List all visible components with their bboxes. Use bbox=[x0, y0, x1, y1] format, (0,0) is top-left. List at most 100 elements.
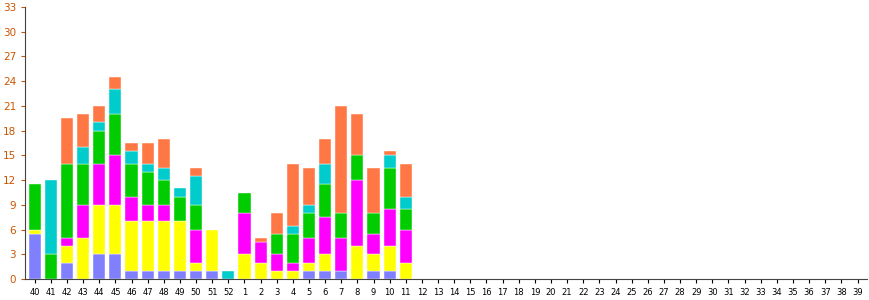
Bar bbox=[302, 213, 315, 238]
Bar bbox=[61, 238, 73, 246]
Bar bbox=[351, 246, 363, 279]
Bar bbox=[93, 130, 105, 164]
Bar bbox=[61, 164, 73, 238]
Bar bbox=[174, 188, 186, 196]
Bar bbox=[142, 221, 154, 271]
Bar bbox=[109, 114, 122, 155]
Bar bbox=[287, 271, 299, 279]
Bar bbox=[335, 213, 347, 238]
Bar bbox=[255, 238, 266, 242]
Bar bbox=[125, 143, 137, 151]
Bar bbox=[383, 168, 395, 209]
Bar bbox=[174, 196, 186, 221]
Bar bbox=[61, 118, 73, 164]
Bar bbox=[77, 147, 90, 164]
Bar bbox=[255, 263, 266, 279]
Bar bbox=[351, 180, 363, 246]
Bar bbox=[77, 164, 90, 205]
Bar bbox=[93, 205, 105, 254]
Bar bbox=[93, 164, 105, 205]
Bar bbox=[383, 246, 395, 271]
Bar bbox=[125, 196, 137, 221]
Bar bbox=[335, 238, 347, 271]
Bar bbox=[255, 242, 266, 263]
Bar bbox=[189, 230, 202, 263]
Bar bbox=[383, 151, 395, 155]
Bar bbox=[287, 234, 299, 263]
Bar bbox=[383, 155, 395, 168]
Bar bbox=[125, 271, 137, 279]
Bar bbox=[142, 172, 154, 205]
Bar bbox=[319, 164, 331, 184]
Bar bbox=[125, 151, 137, 164]
Bar bbox=[399, 164, 411, 196]
Bar bbox=[319, 254, 331, 271]
Bar bbox=[270, 271, 282, 279]
Bar bbox=[302, 263, 315, 271]
Bar bbox=[77, 238, 90, 279]
Bar bbox=[93, 122, 105, 130]
Bar bbox=[189, 263, 202, 271]
Bar bbox=[367, 213, 379, 234]
Bar bbox=[77, 205, 90, 238]
Bar bbox=[287, 263, 299, 271]
Bar bbox=[367, 234, 379, 254]
Bar bbox=[174, 221, 186, 271]
Bar bbox=[45, 254, 56, 279]
Bar bbox=[157, 180, 169, 205]
Bar bbox=[383, 271, 395, 279]
Bar bbox=[399, 263, 411, 279]
Bar bbox=[270, 254, 282, 271]
Bar bbox=[125, 164, 137, 196]
Bar bbox=[157, 168, 169, 180]
Bar bbox=[157, 139, 169, 168]
Bar bbox=[61, 263, 73, 279]
Bar bbox=[142, 164, 154, 172]
Bar bbox=[238, 193, 250, 213]
Bar bbox=[189, 168, 202, 176]
Bar bbox=[270, 213, 282, 234]
Bar bbox=[157, 221, 169, 271]
Bar bbox=[319, 271, 331, 279]
Bar bbox=[287, 164, 299, 226]
Bar bbox=[319, 139, 331, 164]
Bar bbox=[109, 89, 122, 114]
Bar bbox=[189, 176, 202, 205]
Bar bbox=[189, 271, 202, 279]
Bar bbox=[399, 230, 411, 263]
Bar bbox=[383, 209, 395, 246]
Bar bbox=[29, 234, 41, 279]
Bar bbox=[157, 205, 169, 221]
Bar bbox=[61, 246, 73, 263]
Bar bbox=[206, 271, 218, 279]
Bar bbox=[335, 106, 347, 213]
Bar bbox=[367, 168, 379, 213]
Bar bbox=[367, 254, 379, 271]
Bar bbox=[109, 254, 122, 279]
Bar bbox=[142, 143, 154, 164]
Bar bbox=[319, 217, 331, 254]
Bar bbox=[302, 205, 315, 213]
Bar bbox=[45, 180, 56, 254]
Bar bbox=[125, 221, 137, 271]
Bar bbox=[335, 271, 347, 279]
Bar bbox=[238, 213, 250, 254]
Bar bbox=[302, 238, 315, 263]
Bar bbox=[109, 205, 122, 254]
Bar bbox=[142, 271, 154, 279]
Bar bbox=[238, 254, 250, 279]
Bar bbox=[399, 196, 411, 209]
Bar bbox=[189, 205, 202, 230]
Bar bbox=[93, 106, 105, 122]
Bar bbox=[77, 114, 90, 147]
Bar bbox=[287, 226, 299, 234]
Bar bbox=[222, 271, 234, 279]
Bar bbox=[142, 205, 154, 221]
Bar bbox=[206, 230, 218, 271]
Bar bbox=[29, 184, 41, 230]
Bar bbox=[367, 271, 379, 279]
Bar bbox=[351, 155, 363, 180]
Bar bbox=[93, 254, 105, 279]
Bar bbox=[29, 230, 41, 234]
Bar bbox=[174, 271, 186, 279]
